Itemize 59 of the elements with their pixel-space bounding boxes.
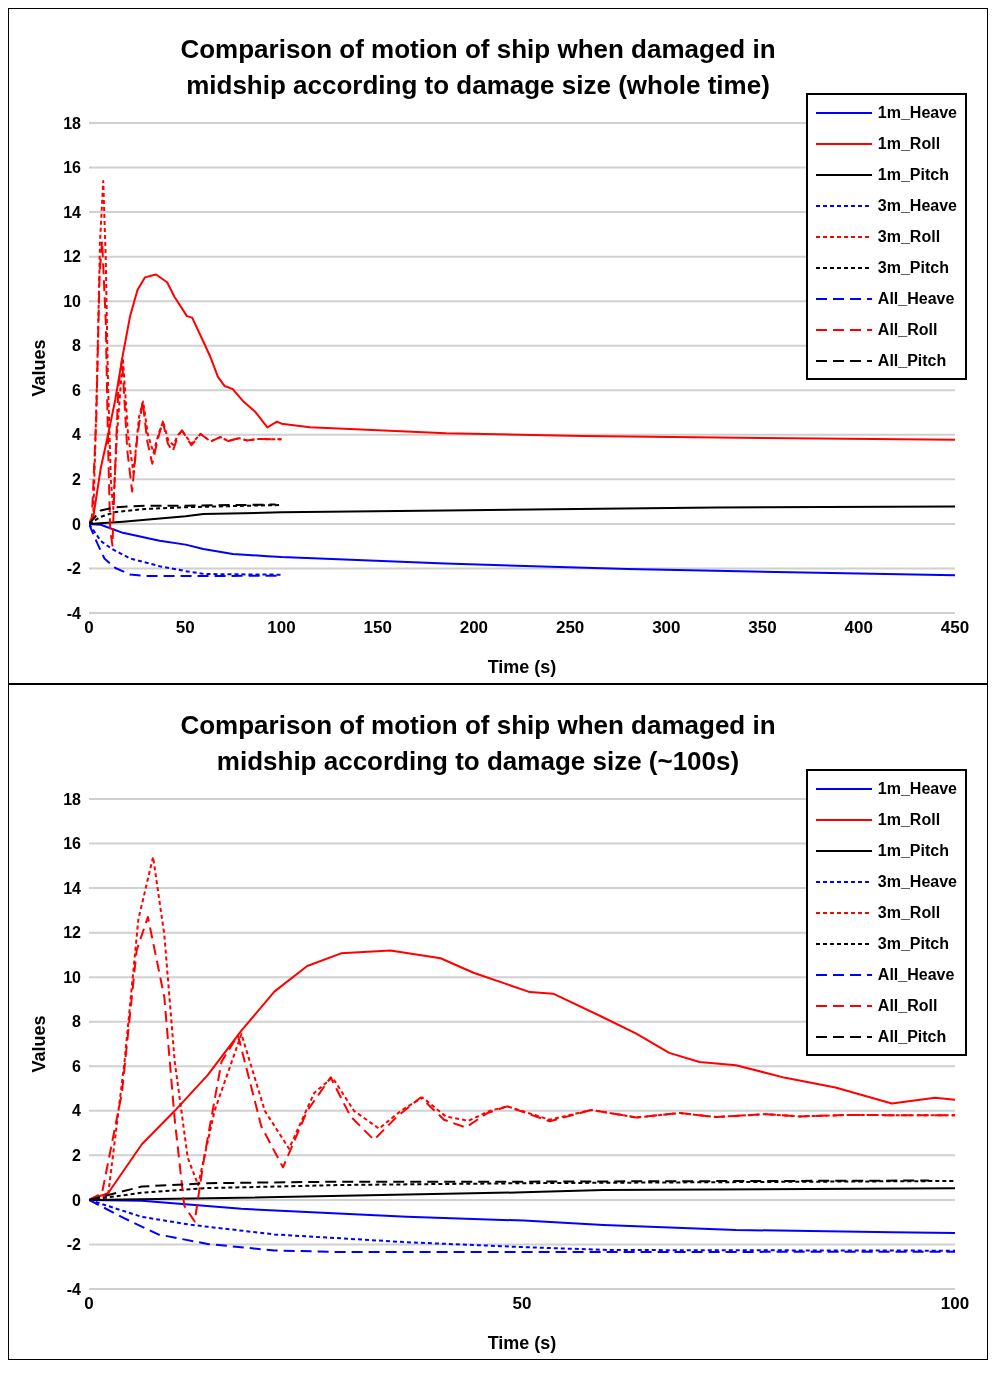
y-tick-label: 6 <box>72 1057 82 1075</box>
x-tick-label: 250 <box>555 618 585 638</box>
chart-title: Comparison of motion of ship when damaged in midship according to damage size (whole time) <box>179 33 777 102</box>
y-tick-label: -4 <box>66 604 82 622</box>
y-tick-label: 6 <box>72 381 82 399</box>
y-tick-label: 10 <box>63 968 82 986</box>
y-tick-label: -4 <box>66 1280 82 1298</box>
legend-label: All_Heave <box>877 965 955 984</box>
x-tick-label: 300 <box>652 618 681 638</box>
legend-label: 1m_Roll <box>877 810 941 829</box>
y-tick-label: 0 <box>72 515 82 533</box>
x-axis-title: Time (s) <box>487 657 557 677</box>
x-tick-label: 100 <box>940 1294 970 1314</box>
y-tick-label: 12 <box>63 924 82 942</box>
x-tick-label: 150 <box>363 618 392 638</box>
y-tick-label: 14 <box>63 203 82 221</box>
x-tick-label: 350 <box>748 618 777 638</box>
y-tick-label: 14 <box>63 879 82 897</box>
y-tick-label: 2 <box>72 1147 82 1165</box>
y-tick-label: 10 <box>63 292 82 310</box>
legend-label: All_Pitch <box>877 351 947 370</box>
legend-label: 3m_Pitch <box>877 258 949 277</box>
y-tick-label: 8 <box>72 337 82 355</box>
legend-label: 3m_Pitch <box>877 934 949 953</box>
chart-title: Comparison of motion of ship when damaged in midship according to damage size (~100s) <box>179 709 777 778</box>
legend-label: All_Heave <box>877 289 955 308</box>
y-tick-label: 16 <box>63 159 82 177</box>
x-tick-label: 450 <box>940 618 970 638</box>
y-tick-label: 16 <box>63 835 82 853</box>
legend-label: 1m_Pitch <box>877 841 949 860</box>
y-tick-label: 18 <box>63 114 82 132</box>
legend-label: 1m_Roll <box>877 134 941 153</box>
x-tick-label: 400 <box>844 618 873 638</box>
y-axis-title: Values <box>29 1015 50 1073</box>
legend-label: All_Roll <box>877 320 938 339</box>
x-tick-label: 200 <box>459 618 489 638</box>
legend-label: All_Pitch <box>877 1027 947 1046</box>
legend-label: 1m_Heave <box>877 779 957 798</box>
y-tick-label: 0 <box>72 1191 82 1209</box>
legend-label: 1m_Heave <box>877 103 957 122</box>
legend-label: 3m_Heave <box>877 196 957 215</box>
y-tick-label: 8 <box>72 1013 82 1031</box>
y-tick-label: 18 <box>63 790 82 808</box>
legend-label: 3m_Roll <box>877 903 941 922</box>
y-axis-title: Values <box>29 339 50 397</box>
y-tick-label: 2 <box>72 471 82 489</box>
legend-label: 3m_Roll <box>877 227 941 246</box>
legend-label: 3m_Heave <box>877 872 957 891</box>
y-tick-label: 4 <box>72 426 82 444</box>
x-axis-title: Time (s) <box>487 1333 557 1353</box>
y-tick-label: 4 <box>72 1102 82 1120</box>
y-tick-label: -2 <box>66 1236 82 1254</box>
x-tick-label: 100 <box>267 618 296 638</box>
y-tick-label: 12 <box>63 248 82 266</box>
legend-label: 1m_Pitch <box>877 165 949 184</box>
x-tick-label: 50 <box>512 1294 532 1314</box>
y-tick-label: -2 <box>66 560 82 578</box>
x-tick-label: 50 <box>175 618 195 638</box>
legend-label: All_Roll <box>877 996 938 1015</box>
